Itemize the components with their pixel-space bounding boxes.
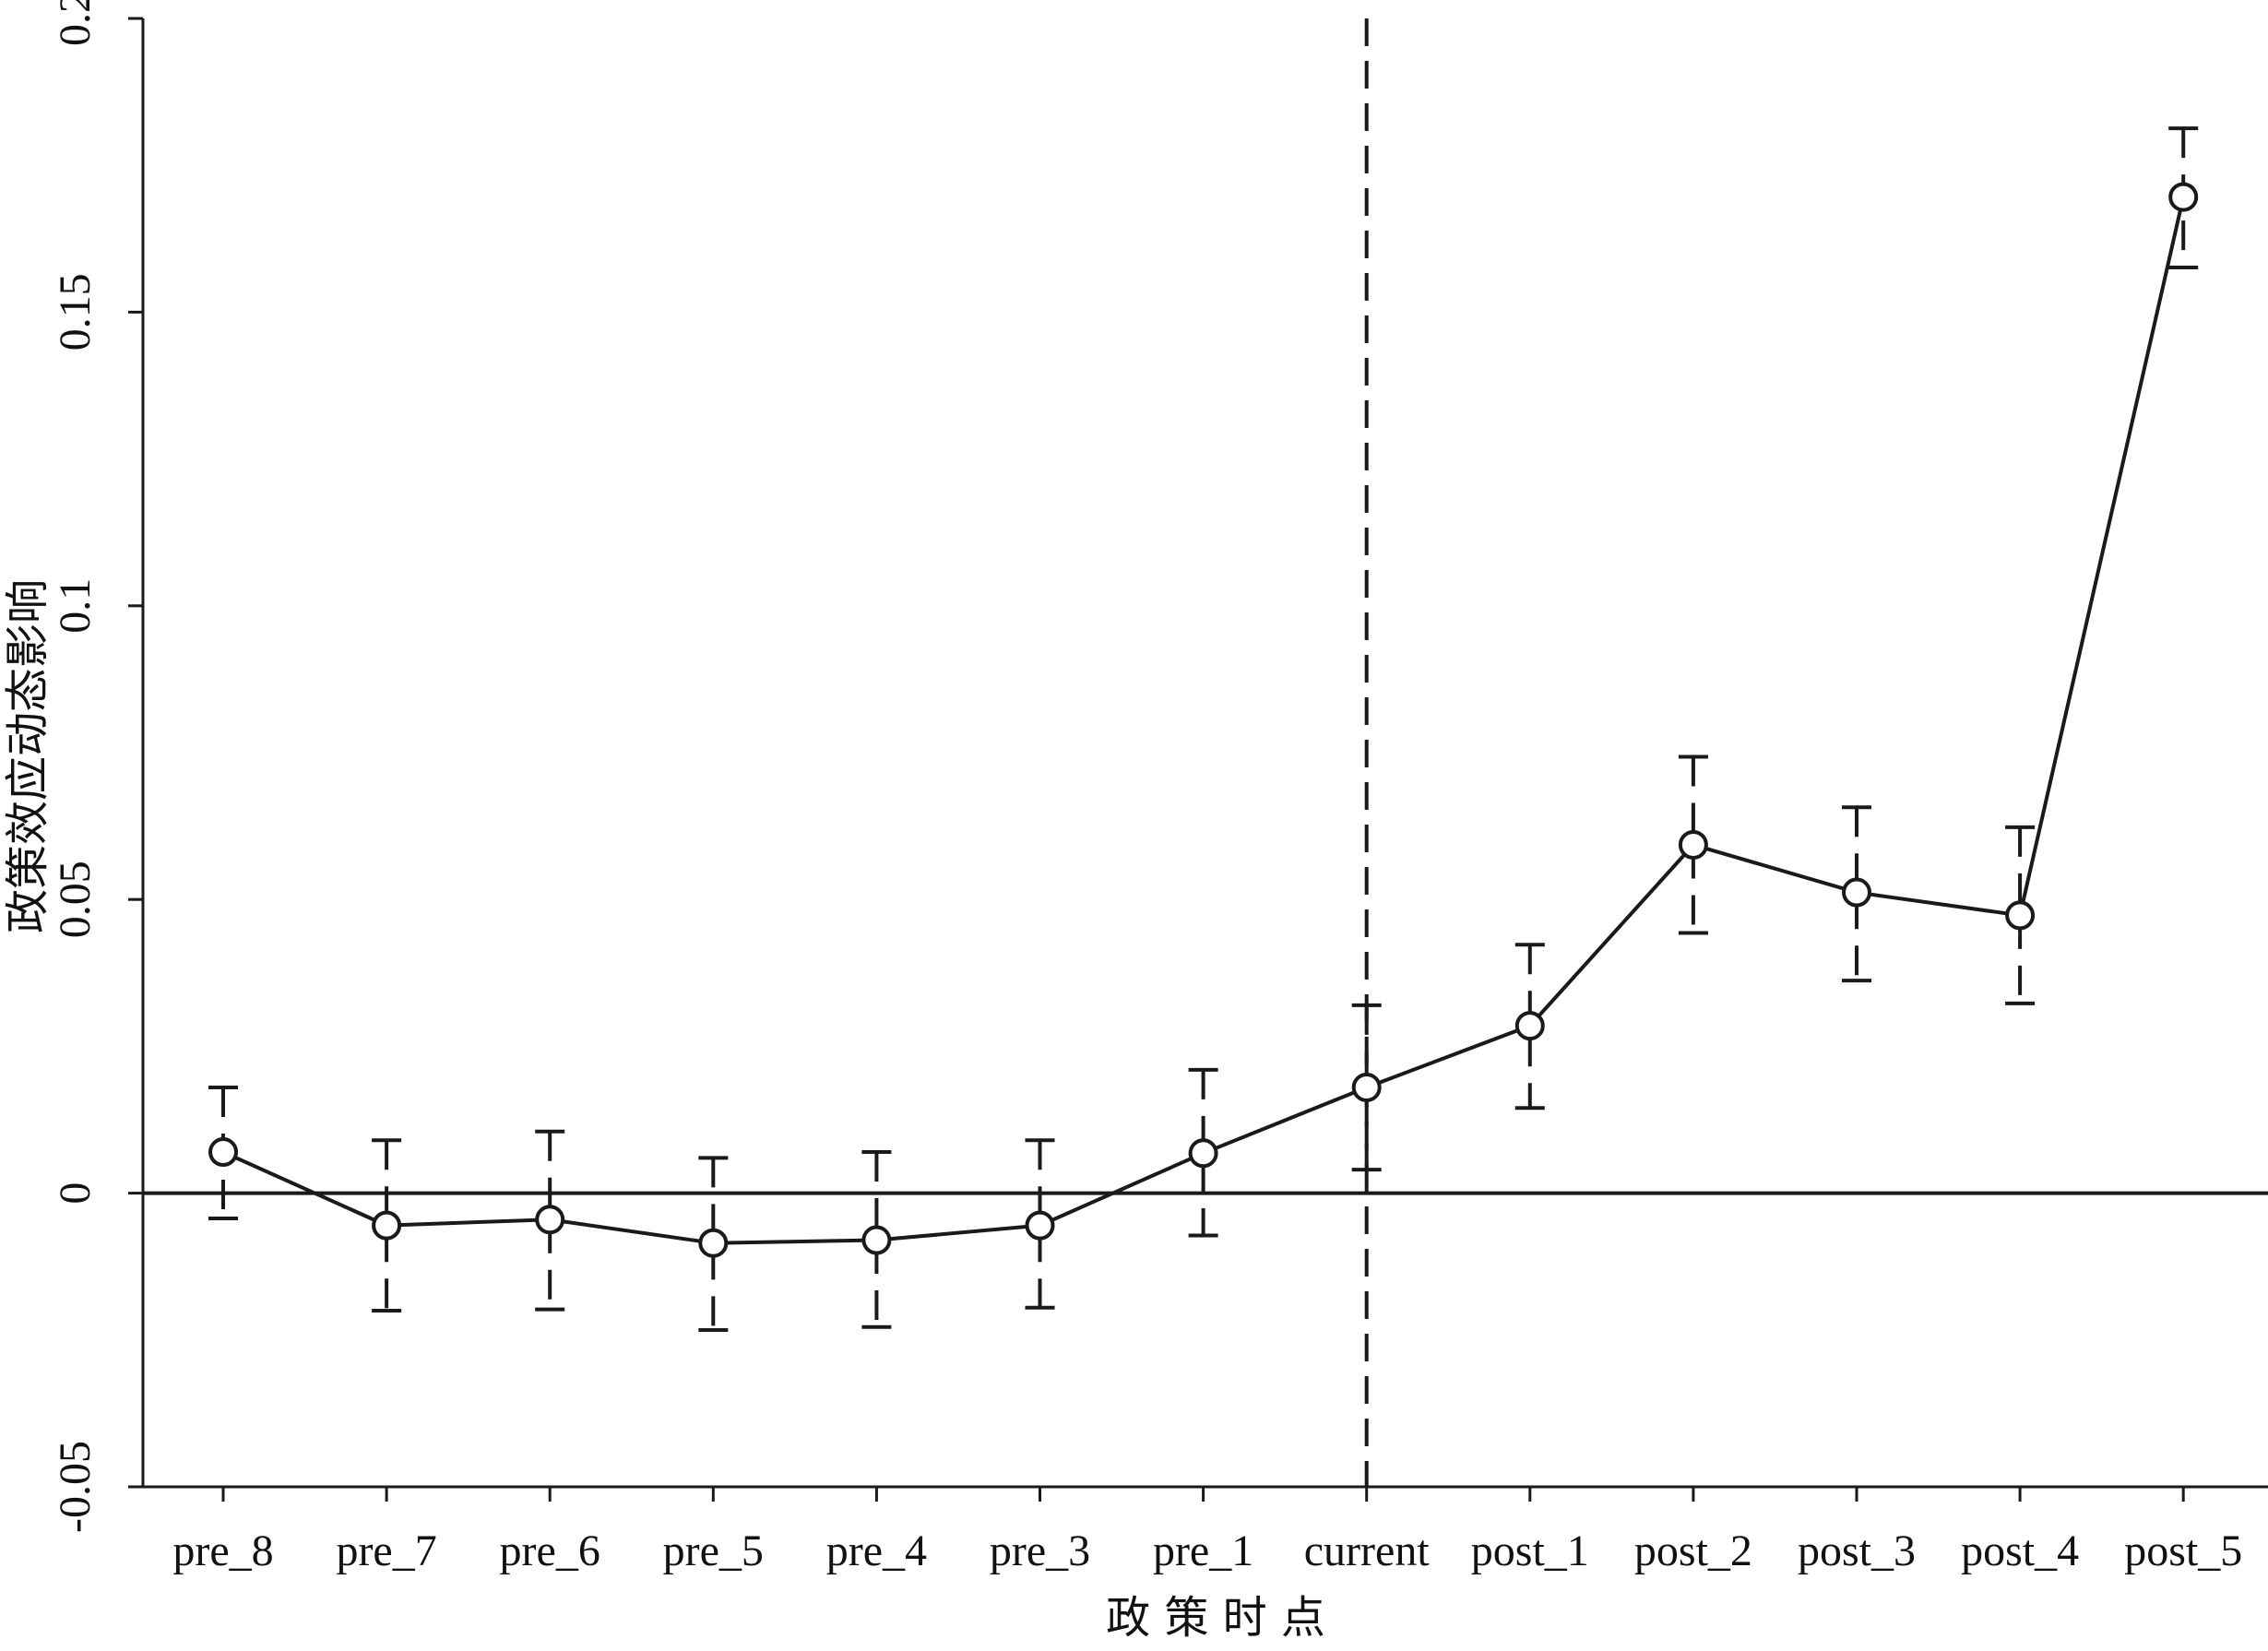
x-tick-label: pre_4 (826, 1526, 927, 1575)
data-point (2168, 182, 2199, 212)
x-axis-title: 政 策 时 点 (1106, 1592, 1325, 1644)
data-point (1678, 829, 1708, 860)
x-tick-label: post_3 (1798, 1526, 1916, 1575)
data-point (1025, 1210, 1055, 1241)
axes (128, 17, 2268, 1502)
data-point (861, 1225, 892, 1255)
y-tick-label: 0.15 (51, 273, 100, 350)
data-point (1842, 877, 1871, 908)
data-point (698, 1228, 729, 1258)
data-point (1514, 1011, 1545, 1041)
x-tick-label: pre_8 (172, 1526, 273, 1575)
x-tick-label: post_1 (1471, 1526, 1589, 1575)
data-point (372, 1210, 402, 1241)
x-tick-label: pre_3 (990, 1526, 1090, 1575)
y-tick-label: 0.2 (51, 0, 100, 46)
data-point (535, 1205, 565, 1235)
x-tick-label: post_2 (1634, 1526, 1752, 1575)
y-tick-label: 0 (51, 1182, 100, 1205)
y-tick-label: 0.1 (51, 578, 100, 634)
x-tick-label: post_5 (2124, 1526, 2242, 1575)
data-point (2005, 900, 2036, 931)
x-tick-label: post_4 (1961, 1526, 2079, 1575)
x-tick-label: pre_5 (663, 1526, 764, 1575)
y-tick-label: -0.05 (51, 1441, 100, 1533)
x-tick-label: pre_6 (500, 1526, 600, 1575)
data-point (1351, 1072, 1382, 1102)
x-tick-label: pre_1 (1153, 1526, 1253, 1575)
series (208, 182, 2199, 1258)
y-axis-title: 政策效应动态影响 (2, 579, 53, 933)
data-point (208, 1137, 238, 1168)
x-tick-label: pre_7 (336, 1526, 436, 1575)
reference-lines (143, 18, 2268, 1487)
y-tick-label: 0.05 (51, 861, 100, 938)
x-tick-label: current (1304, 1526, 1431, 1575)
data-point (1188, 1138, 1218, 1169)
